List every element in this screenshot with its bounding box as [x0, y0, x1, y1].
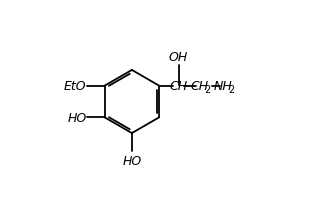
Text: OH: OH — [169, 51, 188, 64]
Text: HO: HO — [67, 111, 87, 124]
Text: NH: NH — [213, 80, 232, 93]
Text: 2: 2 — [228, 85, 234, 95]
Text: CH: CH — [190, 80, 208, 93]
Text: CH: CH — [169, 80, 187, 93]
Text: HO: HO — [122, 155, 142, 168]
Text: EtO: EtO — [64, 80, 87, 93]
Text: 2: 2 — [204, 85, 211, 95]
